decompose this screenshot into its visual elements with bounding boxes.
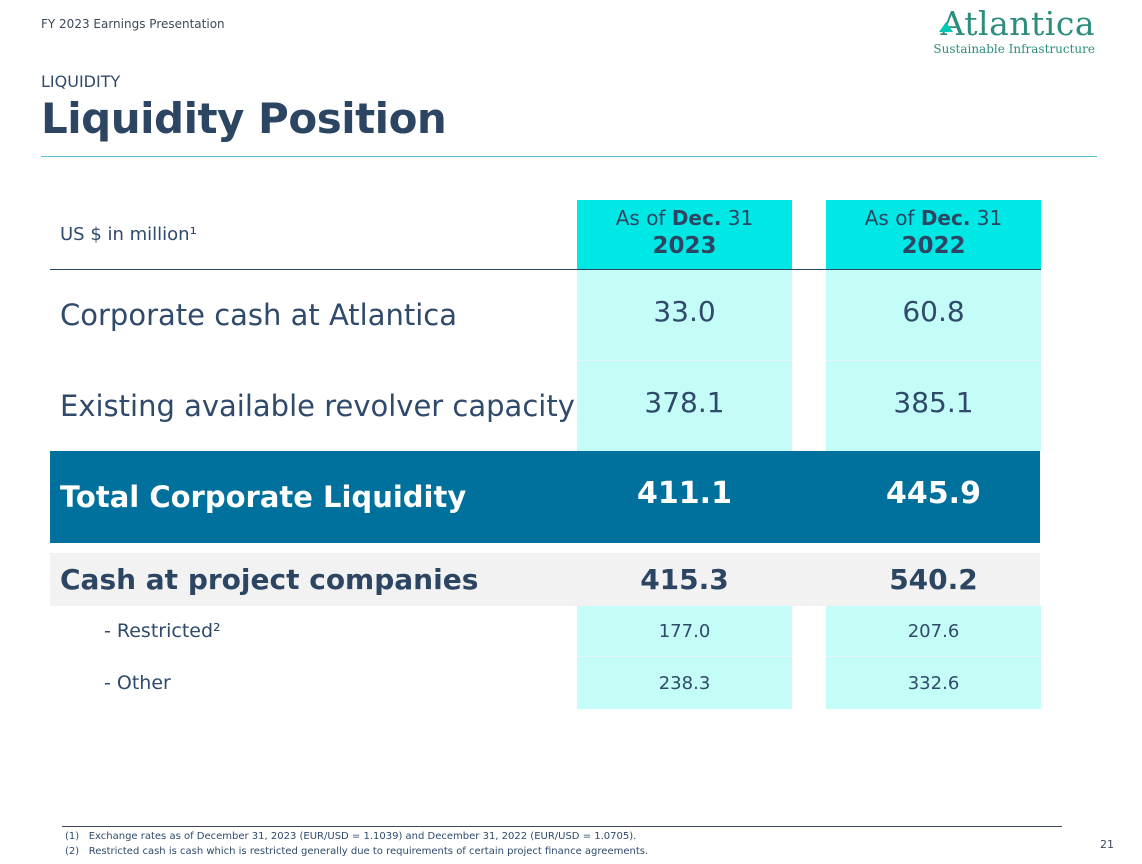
column-2023-sub-background: [577, 606, 792, 709]
project-cash-2022: 540.2: [889, 563, 978, 596]
total-corporate-liquidity-2022: 445.9: [886, 476, 981, 511]
sub-row-label-restricted: - Restricted²: [104, 620, 221, 642]
total-corporate-liquidity-label: Total Corporate Liquidity: [60, 480, 467, 514]
column-header-day: 31: [970, 206, 1003, 230]
value-corporate-cash-2022: 60.8: [902, 295, 965, 328]
page-number: 21: [1100, 838, 1114, 851]
other-cash-2022: 332.6: [907, 673, 960, 694]
logo-triangle-icon: [938, 22, 953, 32]
footnote-1: (1) Exchange rates as of December 31, 20…: [65, 831, 637, 842]
row-separator: [826, 656, 1041, 657]
sub-row-label-other: - Other: [104, 672, 171, 694]
value-revolver-capacity-2023: 378.1: [644, 386, 725, 419]
column-header-2023: As of Dec. 31 2023: [577, 200, 792, 269]
other-cash-2023: 238.3: [658, 673, 711, 694]
units-label: US $ in million¹: [60, 224, 197, 245]
header-rule: [50, 269, 1041, 270]
atlantica-logo: Atlantica Sustainable Infrastructure: [933, 4, 1095, 57]
value-revolver-capacity-2022: 385.1: [893, 386, 974, 419]
column-header-prefix: As of: [615, 206, 672, 230]
column-header-month: Dec.: [671, 206, 722, 230]
project-cash-2023: 415.3: [640, 563, 729, 596]
row-label-revolver-capacity: Existing available revolver capacity: [60, 389, 575, 423]
column-header-2022: As of Dec. 31 2022: [826, 200, 1041, 269]
row-separator: [577, 360, 792, 361]
project-cash-row-band: [50, 553, 1040, 606]
section-label: LIQUIDITY: [41, 72, 121, 91]
column-header-year: 2022: [901, 233, 966, 259]
total-corporate-liquidity-2023: 411.1: [637, 476, 732, 511]
presentation-title: FY 2023 Earnings Presentation: [41, 17, 225, 31]
restricted-cash-2023: 177.0: [658, 621, 711, 642]
page-title: Liquidity Position: [41, 94, 447, 143]
row-separator: [577, 656, 792, 657]
row-separator: [826, 360, 1041, 361]
title-divider: [41, 156, 1097, 157]
column-header-month: Dec.: [920, 206, 971, 230]
footnote-2: (2) Restricted cash is cash which is res…: [65, 846, 649, 857]
column-header-prefix: As of: [864, 206, 921, 230]
total-row-band: [50, 451, 1040, 543]
value-corporate-cash-2023: 33.0: [653, 295, 716, 328]
restricted-cash-2022: 207.6: [907, 621, 960, 642]
column-header-year: 2023: [652, 233, 717, 259]
logo-tagline: Sustainable Infrastructure: [933, 42, 1095, 56]
project-cash-label: Cash at project companies: [60, 563, 479, 596]
logo-name: Atlantica: [940, 4, 1095, 43]
row-label-corporate-cash: Corporate cash at Atlantica: [60, 298, 458, 332]
column-2022-sub-background: [826, 606, 1041, 709]
column-header-day: 31: [721, 206, 754, 230]
footnote-divider: [62, 826, 1062, 827]
